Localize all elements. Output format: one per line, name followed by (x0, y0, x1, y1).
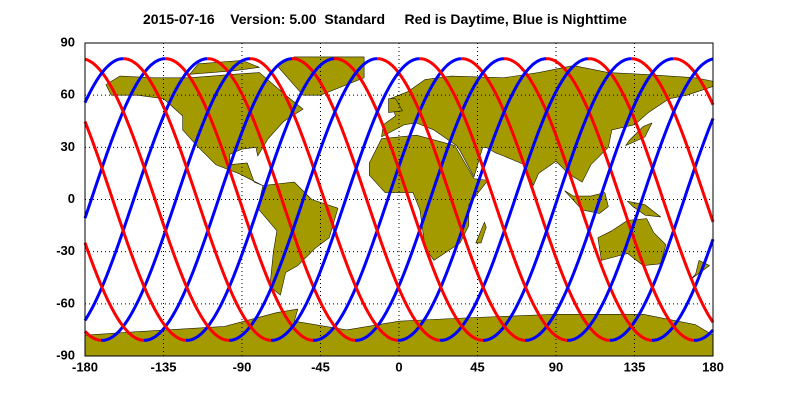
orbit-track (630, 57, 715, 223)
orbit-track (312, 57, 462, 342)
orbit-track (651, 238, 715, 342)
orbit-track (122, 57, 272, 342)
x-tick-label: 45 (470, 359, 484, 374)
orbit-track (503, 57, 653, 342)
plot-frame (84, 42, 714, 357)
orbit-track (693, 328, 715, 342)
map-title: 2015-07-16 Version: 5.00 Standard Red is… (143, 11, 627, 27)
tick-label-layer: -180 -135 -90 -45 0 45 90 135 180 -90 -60 -30 0 30 60 9… (56, 34, 724, 374)
orbit-track (249, 57, 399, 342)
orbit-track (83, 57, 208, 322)
y-tick-label: 0 (68, 191, 75, 206)
orbit-track (164, 57, 314, 342)
orbit-track (228, 57, 378, 342)
orbit-track (566, 57, 714, 342)
y-tick-label: -90 (56, 347, 75, 362)
britain (388, 98, 403, 113)
orbit-track (609, 117, 715, 342)
orbit-track (587, 57, 715, 324)
orbit-track (270, 57, 420, 342)
orbit-track (143, 57, 293, 342)
orbit-track (206, 57, 356, 342)
orbit-track (291, 57, 441, 342)
orbit-track (354, 57, 505, 342)
orbit-track (376, 57, 526, 342)
y-tick-label: 90 (61, 34, 75, 49)
x-tick-label: 135 (624, 359, 646, 374)
orbit-track (418, 57, 568, 342)
orbit-track (524, 57, 674, 342)
orbit-track (397, 57, 547, 342)
y-tick-label: -30 (56, 243, 75, 258)
antarctica (84, 308, 714, 357)
orbit-track (83, 330, 102, 342)
orbit-track (84, 57, 230, 342)
orbit-track (83, 57, 166, 219)
orbit-track (333, 57, 484, 342)
orbit-track (83, 57, 124, 104)
x-tick-label: -180 (72, 359, 98, 374)
eurasia (381, 65, 714, 186)
y-tick-label: 30 (61, 139, 75, 154)
orbit-track (83, 121, 187, 342)
orbit-track (672, 57, 715, 106)
x-tick-label: -135 (150, 359, 176, 374)
south-america (257, 181, 339, 296)
x-tick-label: 90 (549, 359, 563, 374)
track-layer (83, 57, 715, 342)
orbit-track (439, 57, 589, 342)
greenland (276, 56, 365, 96)
x-tick-label: -45 (311, 359, 330, 374)
orbit-track (460, 57, 611, 342)
x-tick-label: -90 (233, 359, 252, 374)
orbit-track (185, 57, 335, 342)
madagascar (475, 221, 487, 244)
y-tick-label: 60 (61, 87, 75, 102)
orbit-track (83, 242, 145, 342)
orbit-track (545, 57, 695, 342)
orbit-track (482, 57, 632, 342)
y-tick-label: -60 (56, 295, 75, 310)
x-tick-label: 180 (702, 359, 724, 374)
australia (597, 218, 667, 266)
north-america (105, 72, 304, 186)
x-tick-label: 0 (395, 359, 402, 374)
orbit-track (100, 57, 251, 342)
new-guinea (627, 200, 661, 218)
